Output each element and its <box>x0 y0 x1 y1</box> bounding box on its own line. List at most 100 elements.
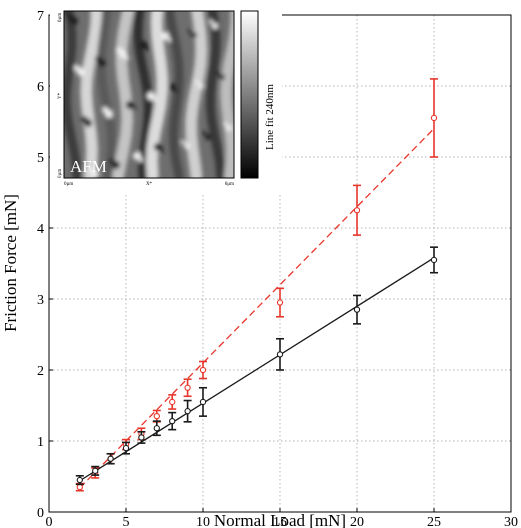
afm-stripe <box>165 11 184 178</box>
afm-y-top-label: 6µm <box>58 13 63 22</box>
afm-grain <box>125 56 129 60</box>
data-point <box>169 398 176 406</box>
data-point <box>76 483 83 491</box>
ticks: 0 5 10 15 20 25 30 0 1 2 3 4 5 6 7 <box>37 9 518 528</box>
afm-stripe <box>64 11 82 178</box>
afm-grain <box>98 59 106 67</box>
afm-grain <box>126 101 134 109</box>
data-point <box>199 366 207 374</box>
afm-image <box>64 11 234 178</box>
x-tick-label: 30 <box>504 515 518 528</box>
afm-grain <box>212 23 218 29</box>
afm-grain <box>70 17 78 25</box>
data-point <box>199 398 207 406</box>
afm-grain <box>139 158 143 162</box>
afm-grain <box>161 32 169 40</box>
x-tick-label: 10 <box>196 515 210 528</box>
series-layer <box>75 78 438 492</box>
data-point <box>153 425 160 432</box>
afm-y-mid-label: Y* <box>58 92 63 99</box>
afm-label: AFM <box>70 157 107 176</box>
afm-grain <box>147 92 155 100</box>
series-2 <box>75 246 438 486</box>
y-tick-label: 1 <box>37 435 44 450</box>
afm-grain <box>226 125 232 131</box>
data-point <box>76 476 83 484</box>
y-tick-label: 5 <box>37 151 44 166</box>
data-point <box>153 412 160 420</box>
y-axis-label: Friction Force [mN] <box>1 194 20 332</box>
data-point <box>353 207 361 214</box>
afm-grain <box>168 83 176 91</box>
afm-grain <box>188 29 192 33</box>
afm-grain <box>133 152 141 160</box>
data-point <box>184 384 191 391</box>
data-point <box>276 299 284 306</box>
y-tick-label: 0 <box>37 506 44 521</box>
afm-grain <box>77 68 85 76</box>
data-point <box>92 467 99 474</box>
y-tick-label: 6 <box>37 80 44 95</box>
afm-grain <box>112 161 120 169</box>
afm-stripe <box>205 11 226 178</box>
y-tick-label: 2 <box>37 364 44 379</box>
afm-stripe <box>145 11 169 178</box>
afm-inset: AFM 6µm Y* 0µm 0µm X* 6µm Line fit 240nm <box>50 4 282 194</box>
afm-grain <box>202 131 206 135</box>
data-point <box>430 114 438 122</box>
afm-grain <box>140 41 148 49</box>
afm-grain <box>205 134 211 140</box>
afm-grain <box>198 83 204 89</box>
afm-grain <box>64 11 68 15</box>
y-tick-label: 3 <box>37 293 44 308</box>
afm-grain <box>223 122 227 126</box>
data-point <box>184 408 191 415</box>
data-point <box>122 444 130 452</box>
afm-grain <box>216 71 220 75</box>
x-tick-label: 5 <box>123 515 130 528</box>
data-point <box>169 417 176 425</box>
afm-grain <box>160 149 164 153</box>
afm-grain <box>119 50 127 58</box>
afm-grain <box>132 107 136 111</box>
afm-image-frame <box>63 10 235 179</box>
afm-grain <box>219 74 225 80</box>
afm-grain <box>153 98 157 102</box>
x-axis-label: Normal Load [mN] <box>214 511 346 528</box>
data-point <box>107 455 114 462</box>
afm-stripe <box>96 11 116 178</box>
afm-grain <box>146 47 150 51</box>
afm-stripes <box>64 11 234 178</box>
afm-grain <box>181 140 185 144</box>
afm-grain <box>184 143 190 149</box>
afm-x-left-label: 0µm <box>64 182 73 187</box>
data-point <box>138 434 145 441</box>
afm-y-bottom-label: 0µm <box>58 169 63 178</box>
y-tick-label: 4 <box>37 222 44 237</box>
afm-grain <box>91 170 99 178</box>
afm-grain <box>167 38 171 42</box>
afm-stripe <box>185 11 208 178</box>
y-tick-label: 7 <box>37 9 44 24</box>
afm-stripe <box>112 11 135 178</box>
afm-grain <box>174 89 178 93</box>
x-tick-label: 15 <box>273 515 287 528</box>
afm-x-mid-label: X* <box>146 182 153 187</box>
afm-grain <box>195 80 199 84</box>
afm-grain <box>154 143 162 151</box>
x-tick-label: 25 <box>427 515 441 528</box>
afm-grain <box>191 32 197 38</box>
data-point <box>430 256 438 264</box>
colorbar-label: Line fit 240nm <box>264 84 276 150</box>
data-point <box>353 306 361 313</box>
afm-grain <box>209 20 213 24</box>
fit-line <box>79 128 435 489</box>
afm-grain <box>84 119 92 127</box>
afm-stripe <box>220 11 234 178</box>
afm-stripe <box>133 11 153 178</box>
colorbar <box>240 10 259 179</box>
data-point <box>276 351 284 358</box>
afm-grain <box>105 110 113 118</box>
afm-stripe <box>80 11 103 178</box>
